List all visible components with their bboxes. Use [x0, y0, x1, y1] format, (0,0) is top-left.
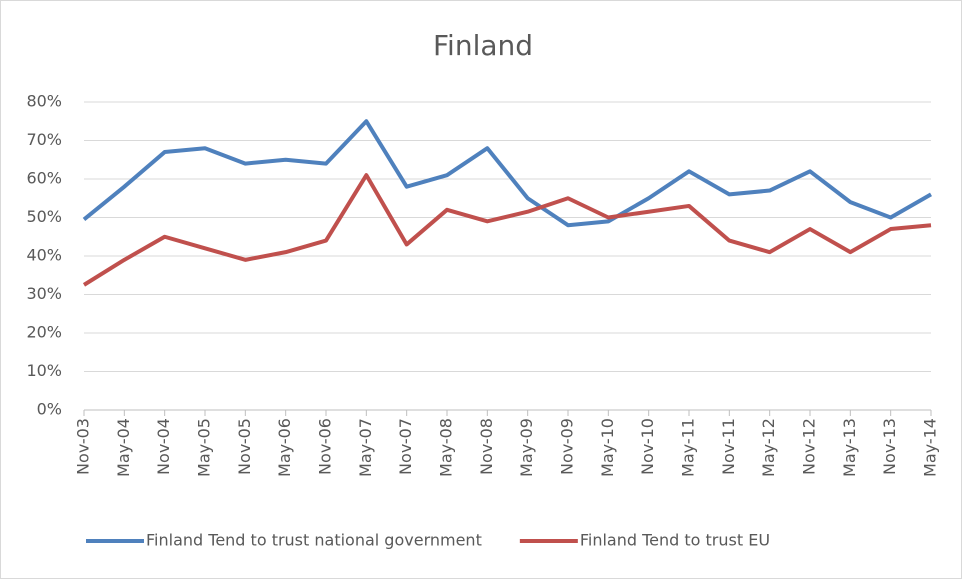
y-tick-label: 20% [26, 323, 62, 342]
x-tick-label: Nov-06 [316, 418, 335, 475]
x-tick-label: May-08 [437, 418, 456, 477]
x-tick-label: Nov-05 [235, 418, 254, 475]
legend-label: Finland Tend to trust national governmen… [146, 531, 482, 550]
y-tick-label: 50% [26, 207, 62, 226]
y-tick-label: 60% [26, 169, 62, 188]
x-tick-label: Nov-04 [154, 418, 173, 475]
x-tick-label: May-09 [517, 418, 536, 477]
x-tick-label: May-07 [356, 418, 375, 477]
x-tick-label: May-14 [921, 418, 940, 477]
x-tick-label: May-11 [679, 418, 698, 477]
x-tick-label: Nov-08 [477, 418, 496, 475]
x-tick-label: Nov-03 [74, 418, 93, 475]
legend-label: Finland Tend to trust EU [580, 531, 770, 550]
x-tick-label: May-10 [598, 418, 617, 477]
x-tick-label: Nov-09 [558, 418, 577, 475]
x-tick-label: Nov-12 [800, 418, 819, 475]
x-tick-label: May-04 [114, 418, 133, 477]
y-tick-label: 80% [26, 92, 62, 111]
x-tick-label: Nov-07 [396, 418, 415, 475]
line-series [82, 173, 932, 287]
y-tick-label: 70% [26, 130, 62, 149]
x-tick-label: Nov-13 [880, 418, 899, 475]
chart-title: Finland [433, 29, 533, 62]
x-tick-label: May-12 [759, 418, 778, 477]
x-tick-label: May-06 [275, 418, 294, 477]
x-tick-label: May-13 [840, 418, 859, 477]
y-tick-label: 10% [26, 361, 62, 380]
line-series [82, 119, 932, 228]
y-tick-label: 40% [26, 246, 62, 265]
x-tick-label: Nov-10 [638, 418, 657, 475]
y-tick-label: 30% [26, 284, 62, 303]
x-tick-label: Nov-11 [719, 418, 738, 475]
y-tick-label: 0% [37, 400, 62, 419]
x-tick-label: May-05 [195, 418, 214, 477]
